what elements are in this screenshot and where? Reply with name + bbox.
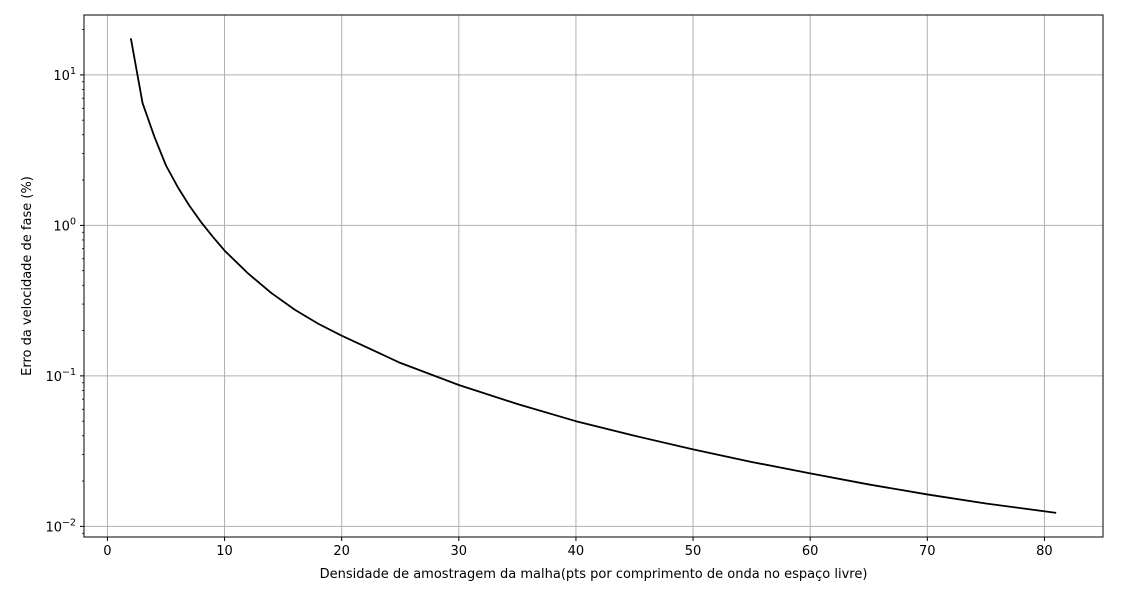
x-tick-label: 60 — [802, 544, 819, 559]
y-tick-label: 10−1 — [45, 367, 76, 385]
x-tick-label: 80 — [1036, 544, 1053, 559]
y-axis-label: Erro da velocidade de fase (%) — [20, 176, 35, 376]
y-tick-label: 101 — [53, 66, 76, 84]
x-tick-label: 20 — [333, 544, 350, 559]
x-tick-label: 10 — [216, 544, 233, 559]
x-axis: 0 10 20 30 40 50 60 70 80 — [103, 537, 1053, 559]
grid — [84, 15, 1103, 537]
x-axis-label: Densidade de amostragem da malha(pts por… — [320, 567, 868, 582]
plot-frame — [83, 14, 1104, 538]
series-line — [129, 38, 1057, 514]
x-tick-label: 0 — [103, 544, 111, 559]
x-tick-label: 70 — [919, 544, 936, 559]
y-axis: 10−2 10−1 100 101 — [45, 29, 84, 535]
x-tick-label: 50 — [685, 544, 702, 559]
x-tick-label: 30 — [451, 544, 468, 559]
y-tick-label: 10−2 — [45, 517, 76, 535]
series-layer — [129, 38, 1057, 514]
y-tick-label: 100 — [53, 216, 76, 234]
x-tick-label: 40 — [568, 544, 585, 559]
